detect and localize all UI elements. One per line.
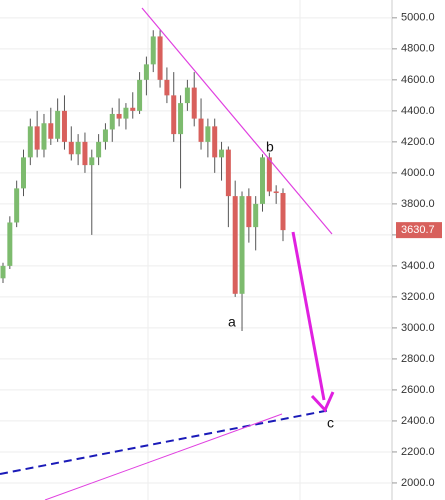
candle-body [123,107,129,119]
y-tick-label: 2600.0 [401,384,435,396]
y-tick-label: 2800.0 [401,353,435,365]
candle-body [157,36,163,80]
candle-body [102,129,108,142]
y-tick-label: 3200.0 [401,291,435,303]
candle-body [89,157,95,166]
candle-body [20,157,26,189]
annotation: a [228,314,236,330]
candle-body [253,203,259,228]
y-tick-label: 2000.0 [401,477,435,489]
candle-body [68,141,74,155]
candle-body [48,123,54,139]
pink-line [44,413,283,500]
candle-body [164,79,170,96]
last-price-box [396,222,442,239]
candle-body [260,157,266,204]
y-tick-label: 4400.0 [401,105,435,117]
candle-body [232,196,238,294]
y-tick-label: 4000.0 [401,167,435,179]
y-tick-label: 4800.0 [401,43,435,55]
annotation: b [266,139,274,155]
candle-body [246,196,252,228]
y-tick-label: 5000.0 [401,12,435,24]
candle-body [7,222,13,266]
candle-body [137,79,143,111]
candle-body [205,126,211,142]
support-line [0,409,331,475]
arrow-head [310,391,335,413]
candle-body [96,141,102,158]
candle-body [178,103,184,135]
trend-line [141,7,333,235]
candle-body [280,193,286,231]
y-tick-label: 2400.0 [401,415,435,427]
candle-body [212,126,218,158]
candle-body [184,87,190,104]
candle-body [41,123,47,150]
candle-body [130,107,136,111]
candle-body [61,110,67,142]
candle-body [198,118,204,142]
candle-body [273,191,279,194]
annotation: c [327,415,334,431]
last-price-label: 3630.7 [401,224,435,236]
arrow [291,231,326,401]
candle-body [34,126,40,150]
candle-body [225,149,231,197]
y-tick-label: 3800.0 [401,198,435,210]
y-tick-label: 3000.0 [401,322,435,334]
y-tick-label: 4200.0 [401,136,435,148]
candle-body [171,95,177,135]
candle-body [109,113,115,130]
y-tick-label: 2200.0 [401,446,435,458]
candle-body [82,141,88,166]
candle-body [143,64,149,80]
y-tick-label: 3400.0 [401,260,435,272]
candle-body [0,265,6,279]
candle-body [27,126,33,158]
candle-body [191,87,197,119]
candle-body [75,141,81,155]
candle-body [150,36,156,65]
candle-body [266,157,272,192]
candle-body [55,110,61,139]
candle-body [239,196,245,294]
y-tick-label: 4600.0 [401,74,435,86]
candle-body [116,113,122,119]
candle-body [14,188,20,223]
candle-body [219,149,225,158]
